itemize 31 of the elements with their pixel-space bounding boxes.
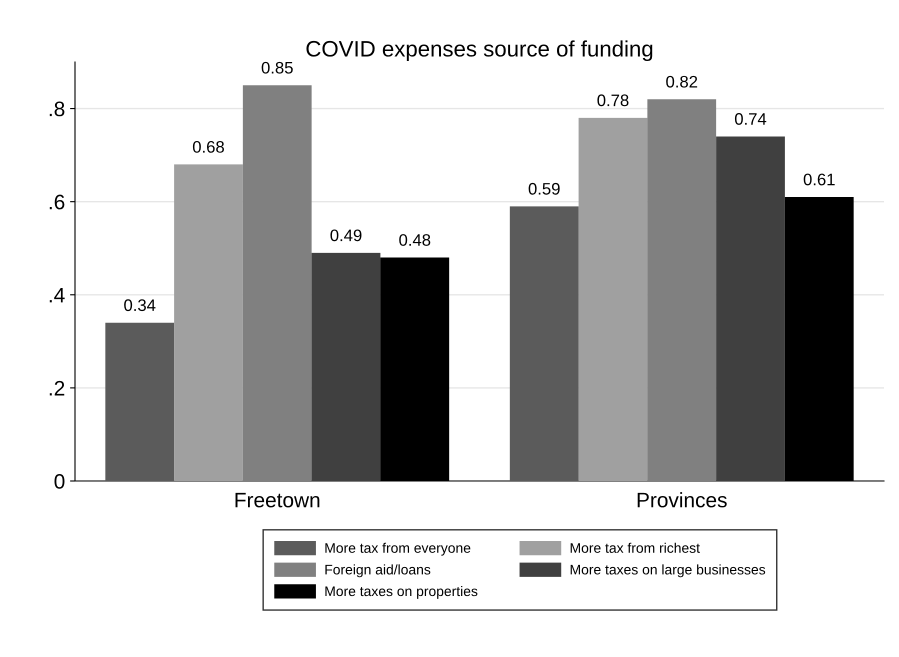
data-label: 0.61 xyxy=(804,174,835,186)
data-label: 0.48 xyxy=(399,234,430,246)
bar xyxy=(510,206,579,481)
data-label: 0.82 xyxy=(666,76,698,88)
y-tick-label: .4 xyxy=(50,288,65,302)
y-tick-label: .8 xyxy=(50,102,64,116)
data-label: 0.85 xyxy=(262,62,293,74)
legend-label: More taxes on properties xyxy=(325,586,478,599)
legend-label: More tax from richest xyxy=(570,542,700,553)
y-tick-label: .6 xyxy=(50,194,64,210)
y-tick-label: .2 xyxy=(50,380,64,396)
bar xyxy=(716,136,785,481)
x-tick-label: Freetown xyxy=(236,492,320,508)
data-label: 0.34 xyxy=(124,299,156,312)
data-label: 0.74 xyxy=(734,113,766,125)
x-tick-label: Provinces xyxy=(638,492,727,508)
y-tick-label: 0 xyxy=(54,474,64,489)
bar xyxy=(174,164,243,481)
chart-title: COVID expenses source of funding xyxy=(306,40,652,62)
data-label: 0.59 xyxy=(528,182,560,195)
bar xyxy=(647,99,716,481)
bar xyxy=(105,322,174,481)
legend-label: More taxes on large businesses xyxy=(570,564,766,578)
bar xyxy=(578,118,648,481)
data-label: 0.68 xyxy=(192,140,224,153)
data-label: 0.49 xyxy=(330,229,362,242)
legend-label: More tax from everyone xyxy=(325,542,470,556)
bar xyxy=(312,252,380,481)
data-label: 0.78 xyxy=(597,94,628,106)
bar xyxy=(242,85,312,481)
legend-label: Foreign aid/loans xyxy=(325,564,430,578)
